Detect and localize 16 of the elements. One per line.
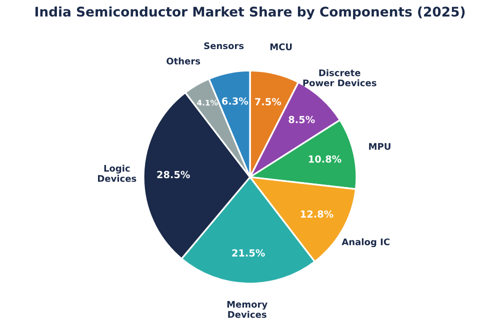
slice-label: MPU [369, 143, 390, 150]
data-label: 10.8% [308, 155, 342, 163]
data-label: 8.5% [288, 116, 315, 124]
data-label: 12.8% [300, 210, 334, 218]
chart-title: India Semiconductor Market Share by Components (2025) [35, 6, 465, 20]
slice-label: Memory Devices [227, 300, 268, 318]
slice-label: Logic Devices [98, 164, 136, 182]
slice-label: Sensors [204, 42, 244, 50]
slice-label: Others [166, 58, 200, 64]
data-label: 28.5% [157, 170, 190, 178]
slice-label: Analog IC [342, 238, 390, 248]
slice-label: MCU [270, 43, 292, 50]
data-label: 6.3% [222, 97, 248, 105]
slice-label: Discrete Power Devices [303, 69, 376, 86]
data-label: 21.5% [232, 249, 265, 257]
data-label: 7.5% [255, 98, 282, 106]
